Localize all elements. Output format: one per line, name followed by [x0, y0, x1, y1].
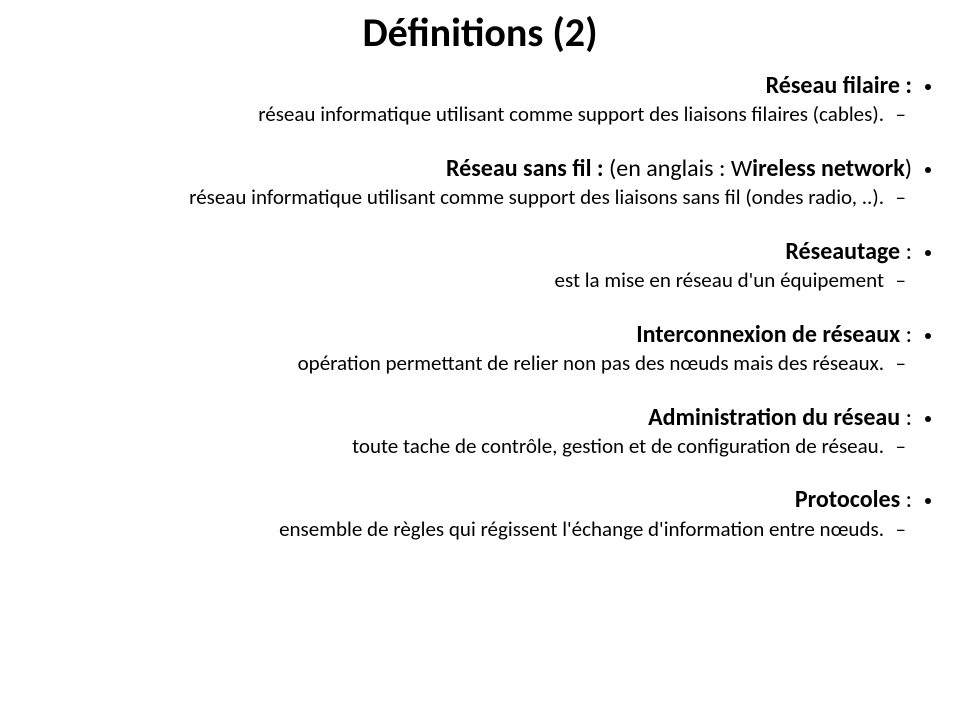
sublist: –réseau informatique utilisant comme sup…	[30, 185, 912, 211]
definition-list: Réseau filaire : –réseau informatique ut…	[30, 71, 930, 542]
definition-text: –réseau informatique utilisant comme sup…	[30, 102, 884, 128]
definition-text: –est la mise en réseau d'un équipement	[30, 268, 884, 294]
spacer	[30, 294, 912, 320]
slide: Définitions (2) Réseau filaire : –réseau…	[0, 0, 960, 720]
definition-body: ensemble de règles qui régissent l'échan…	[279, 516, 884, 542]
colon: :	[900, 320, 912, 349]
definition-body: opération permettant de relier non pas d…	[298, 350, 884, 376]
spacer	[30, 377, 912, 403]
definition-item: Réseau filaire : –réseau informatique ut…	[30, 71, 912, 128]
term-tail: (en anglais : Wireless network)	[609, 154, 912, 183]
definition-item: Administration du réseau : –toute tache …	[30, 403, 912, 460]
term: Administration du réseau	[648, 403, 900, 432]
dash-icon: –	[896, 517, 906, 543]
dash-icon: –	[896, 268, 906, 294]
definition-body: réseau informatique utilisant comme supp…	[189, 184, 884, 210]
definition-body: est la mise en réseau d'un équipement	[555, 267, 884, 293]
colon: :	[900, 237, 912, 266]
dash-icon: –	[896, 351, 906, 377]
sublist: –est la mise en réseau d'un équipement	[30, 268, 912, 294]
colon: :	[900, 403, 912, 432]
spacer	[30, 459, 912, 485]
definition-item: Réseautage : –est la mise en réseau d'un…	[30, 237, 912, 294]
definition-body: réseau informatique utilisant comme supp…	[258, 101, 884, 127]
content-area: Réseau filaire : –réseau informatique ut…	[30, 71, 930, 542]
sublist: –opération permettant de relier non pas …	[30, 351, 912, 377]
dash-icon: –	[896, 434, 906, 460]
term: Réseau sans fil :	[446, 154, 609, 183]
colon: :	[900, 485, 912, 514]
definition-text: –réseau informatique utilisant comme sup…	[30, 185, 884, 211]
definition-text: –ensemble de règles qui régissent l'écha…	[30, 517, 884, 543]
term: Réseautage	[785, 237, 900, 266]
sublist: –réseau informatique utilisant comme sup…	[30, 102, 912, 128]
sublist: –ensemble de règles qui régissent l'écha…	[30, 517, 912, 543]
sublist: –toute tache de contrôle, gestion et de …	[30, 434, 912, 460]
term: Réseau filaire :	[766, 71, 912, 100]
definition-text: –toute tache de contrôle, gestion et de …	[30, 434, 884, 460]
definition-item: Interconnexion de réseaux : –opération p…	[30, 320, 912, 377]
dash-icon: –	[896, 102, 906, 128]
spacer	[30, 128, 912, 154]
term: Interconnexion de réseaux	[636, 320, 900, 349]
dash-icon: –	[896, 185, 906, 211]
definition-text: –opération permettant de relier non pas …	[30, 351, 884, 377]
definition-body: toute tache de contrôle, gestion et de c…	[352, 433, 884, 459]
term: Protocoles	[795, 485, 900, 514]
slide-title: Définitions (2)	[30, 8, 930, 57]
definition-item: Réseau sans fil : (en anglais : Wireless…	[30, 154, 912, 211]
spacer	[30, 211, 912, 237]
definition-item: Protocoles : –ensemble de règles qui rég…	[30, 485, 912, 542]
